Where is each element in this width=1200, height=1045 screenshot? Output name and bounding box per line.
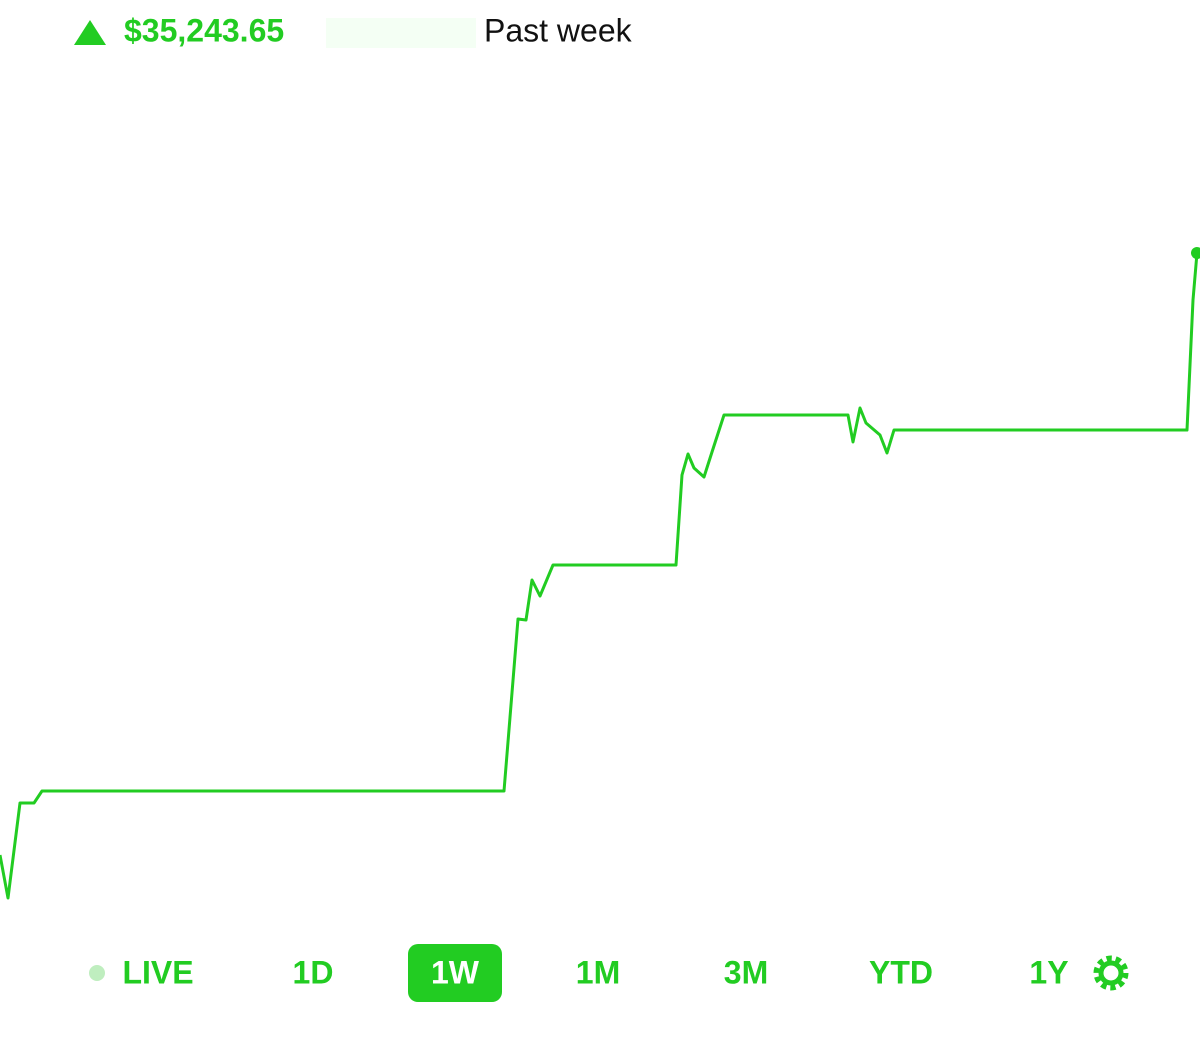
- range-button[interactable]: 1M: [576, 954, 620, 990]
- gear-ring: [1098, 960, 1124, 986]
- range-selector: LIVE 1D 1W 1M 3M YTD 1Y: [89, 944, 1069, 1002]
- range-button[interactable]: YTD: [869, 954, 933, 990]
- redacted: [326, 18, 476, 48]
- range-button[interactable]: 1D: [293, 954, 334, 990]
- selected-bg: [408, 944, 502, 1002]
- range-label: 1D: [293, 954, 334, 990]
- range-label: LIVE: [122, 954, 193, 990]
- range-button[interactable]: LIVE: [89, 954, 194, 990]
- gear-teeth: [1093, 955, 1129, 991]
- range-button[interactable]: 1W: [408, 944, 502, 1002]
- amount: $35,243.65: [124, 12, 284, 48]
- range-button[interactable]: 3M: [724, 954, 768, 990]
- live-dot: [89, 965, 105, 981]
- settings-icon[interactable]: [1093, 955, 1129, 991]
- range-button[interactable]: 1Y: [1029, 954, 1068, 990]
- price-line: [0, 252, 1199, 900]
- range-label: 1Y: [1029, 954, 1068, 990]
- range-label: 3M: [724, 954, 768, 990]
- up-arrow: [74, 20, 106, 45]
- range-label: 1M: [576, 954, 620, 990]
- range-label: 1W: [431, 954, 480, 990]
- range-label: YTD: [869, 954, 933, 990]
- period: Past week: [484, 12, 633, 48]
- end-dot: [1191, 247, 1200, 259]
- plot: [0, 247, 1200, 900]
